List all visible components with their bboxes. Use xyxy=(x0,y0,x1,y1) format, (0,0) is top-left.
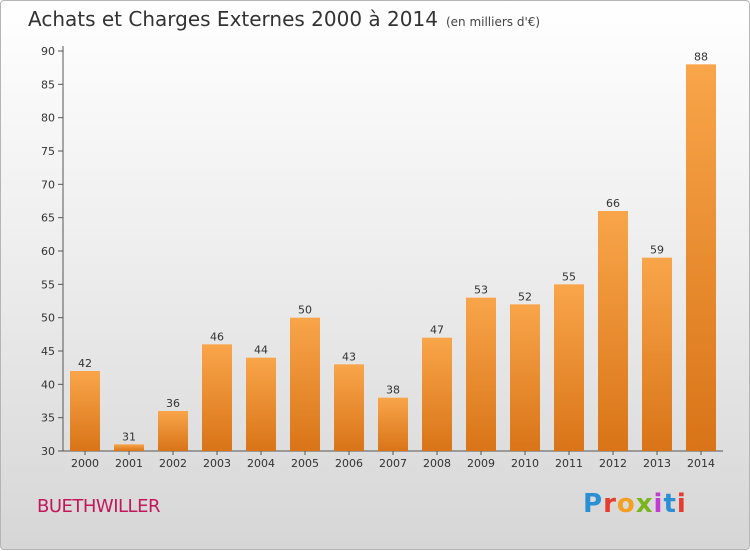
y-tick-label: 55 xyxy=(41,278,55,291)
x-tick-label: 2003 xyxy=(203,457,231,470)
bar xyxy=(246,357,276,451)
x-tick-label: 2012 xyxy=(599,457,627,470)
x-tick-label: 2014 xyxy=(687,457,715,470)
y-tick-label: 60 xyxy=(41,245,55,258)
bar xyxy=(290,317,320,451)
bar xyxy=(510,304,540,451)
bar xyxy=(642,257,672,451)
bar-value-label: 44 xyxy=(254,344,268,357)
bar-value-label: 59 xyxy=(650,244,664,257)
y-tick-label: 50 xyxy=(41,312,55,325)
x-tick-label: 2007 xyxy=(379,457,407,470)
chart-subtitle: (en milliers d'€) xyxy=(445,15,541,29)
bar xyxy=(466,297,496,451)
bar-value-label: 55 xyxy=(562,270,576,283)
x-tick-label: 2009 xyxy=(467,457,495,470)
x-tick-label: 2004 xyxy=(247,457,275,470)
bar-value-label: 36 xyxy=(166,397,180,410)
y-tick-label: 75 xyxy=(41,145,55,158)
y-tick-label: 65 xyxy=(41,212,55,225)
bar xyxy=(422,337,452,451)
chart-title: Achats et Charges Externes 2000 à 2014 (e… xyxy=(28,7,540,31)
x-tick-label: 2005 xyxy=(291,457,319,470)
bar xyxy=(158,411,188,451)
bar xyxy=(378,397,408,451)
bar-value-label: 46 xyxy=(210,330,224,343)
bar-value-label: 88 xyxy=(694,50,708,63)
y-tick-label: 70 xyxy=(41,178,55,191)
y-tick-label: 80 xyxy=(41,112,55,125)
title-text: Achats et Charges Externes 2000 à 2014 xyxy=(28,7,438,31)
x-tick-label: 2002 xyxy=(159,457,187,470)
y-tick-label: 90 xyxy=(41,45,55,58)
bar xyxy=(686,64,716,452)
y-tick-label: 85 xyxy=(41,78,55,91)
bar-value-label: 38 xyxy=(386,384,400,397)
bar-value-label: 43 xyxy=(342,350,356,363)
bar xyxy=(70,371,100,451)
bar xyxy=(554,284,584,451)
y-tick-label: 30 xyxy=(41,445,55,458)
y-tick-label: 35 xyxy=(41,412,55,425)
bar-value-label: 31 xyxy=(122,430,136,443)
y-tick-label: 45 xyxy=(41,345,55,358)
commune-name: BUETHWILLER xyxy=(37,496,160,517)
bar-value-label: 42 xyxy=(78,357,92,370)
bar xyxy=(202,344,232,451)
x-tick-label: 2006 xyxy=(335,457,363,470)
bar-value-label: 66 xyxy=(606,197,620,210)
x-tick-label: 2011 xyxy=(555,457,583,470)
bar xyxy=(598,211,628,451)
x-tick-label: 2000 xyxy=(71,457,99,470)
bar xyxy=(334,364,364,451)
bar-value-label: 47 xyxy=(430,324,444,337)
bar-value-label: 53 xyxy=(474,284,488,297)
bar-value-label: 52 xyxy=(518,290,532,303)
proxiti-logo: Proxiti xyxy=(583,489,687,519)
x-tick-label: 2001 xyxy=(115,457,143,470)
bar-value-label: 50 xyxy=(298,304,312,317)
x-tick-label: 2010 xyxy=(511,457,539,470)
bar xyxy=(114,444,144,451)
x-tick-label: 2013 xyxy=(643,457,671,470)
y-tick-label: 40 xyxy=(41,378,55,391)
x-tick-label: 2008 xyxy=(423,457,451,470)
